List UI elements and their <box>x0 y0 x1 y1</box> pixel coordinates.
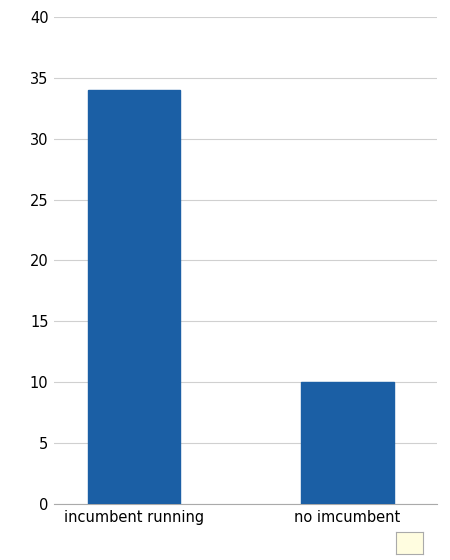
Bar <box>88 90 180 504</box>
Bar <box>302 382 394 504</box>
